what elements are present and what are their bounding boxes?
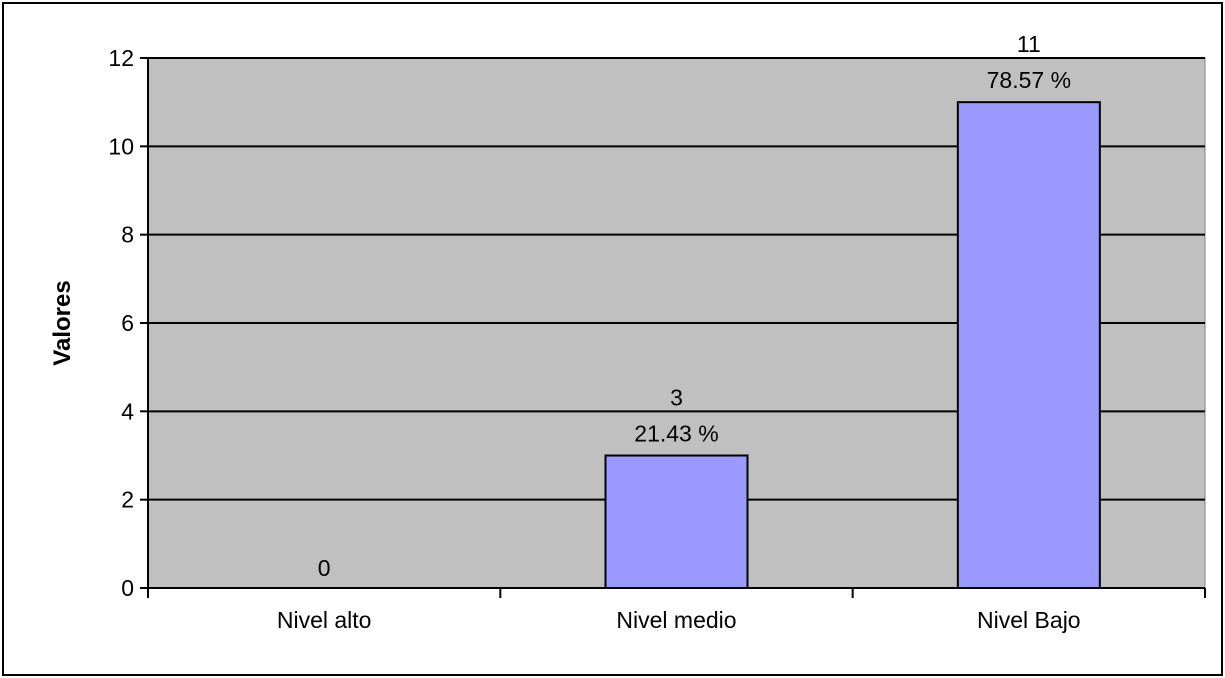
x-category-label: Nivel Bajo [977,607,1081,633]
y-tick-label: 4 [121,398,134,424]
x-category-labels: Nivel alto Nivel medio Nivel Bajo [277,607,1081,633]
data-label-value: 3 [670,385,683,411]
data-label-value: 0 [318,555,331,581]
axes [140,57,1206,598]
data-label-value: 11 [1017,31,1041,57]
y-tick-label: 0 [121,575,134,601]
y-tick-label: 8 [121,222,134,248]
data-labels: 0 3 21.43 % 11 78.57 % [318,31,1071,581]
bars [604,101,1101,590]
x-category-label: Nivel alto [277,607,372,633]
y-tick-label: 2 [121,487,134,513]
x-category-label: Nivel medio [616,607,736,633]
bar [956,101,1101,590]
data-label-percent: 78.57 % [987,67,1071,93]
y-tick-label: 10 [108,133,134,159]
y-tick-labels: 0 2 4 6 8 10 12 [108,45,134,601]
bar [604,454,749,589]
data-label-percent: 21.43 % [634,421,718,447]
y-axis-title: Valores [49,280,76,365]
y-tick-label: 12 [108,45,134,71]
y-tick-label: 6 [121,310,134,336]
